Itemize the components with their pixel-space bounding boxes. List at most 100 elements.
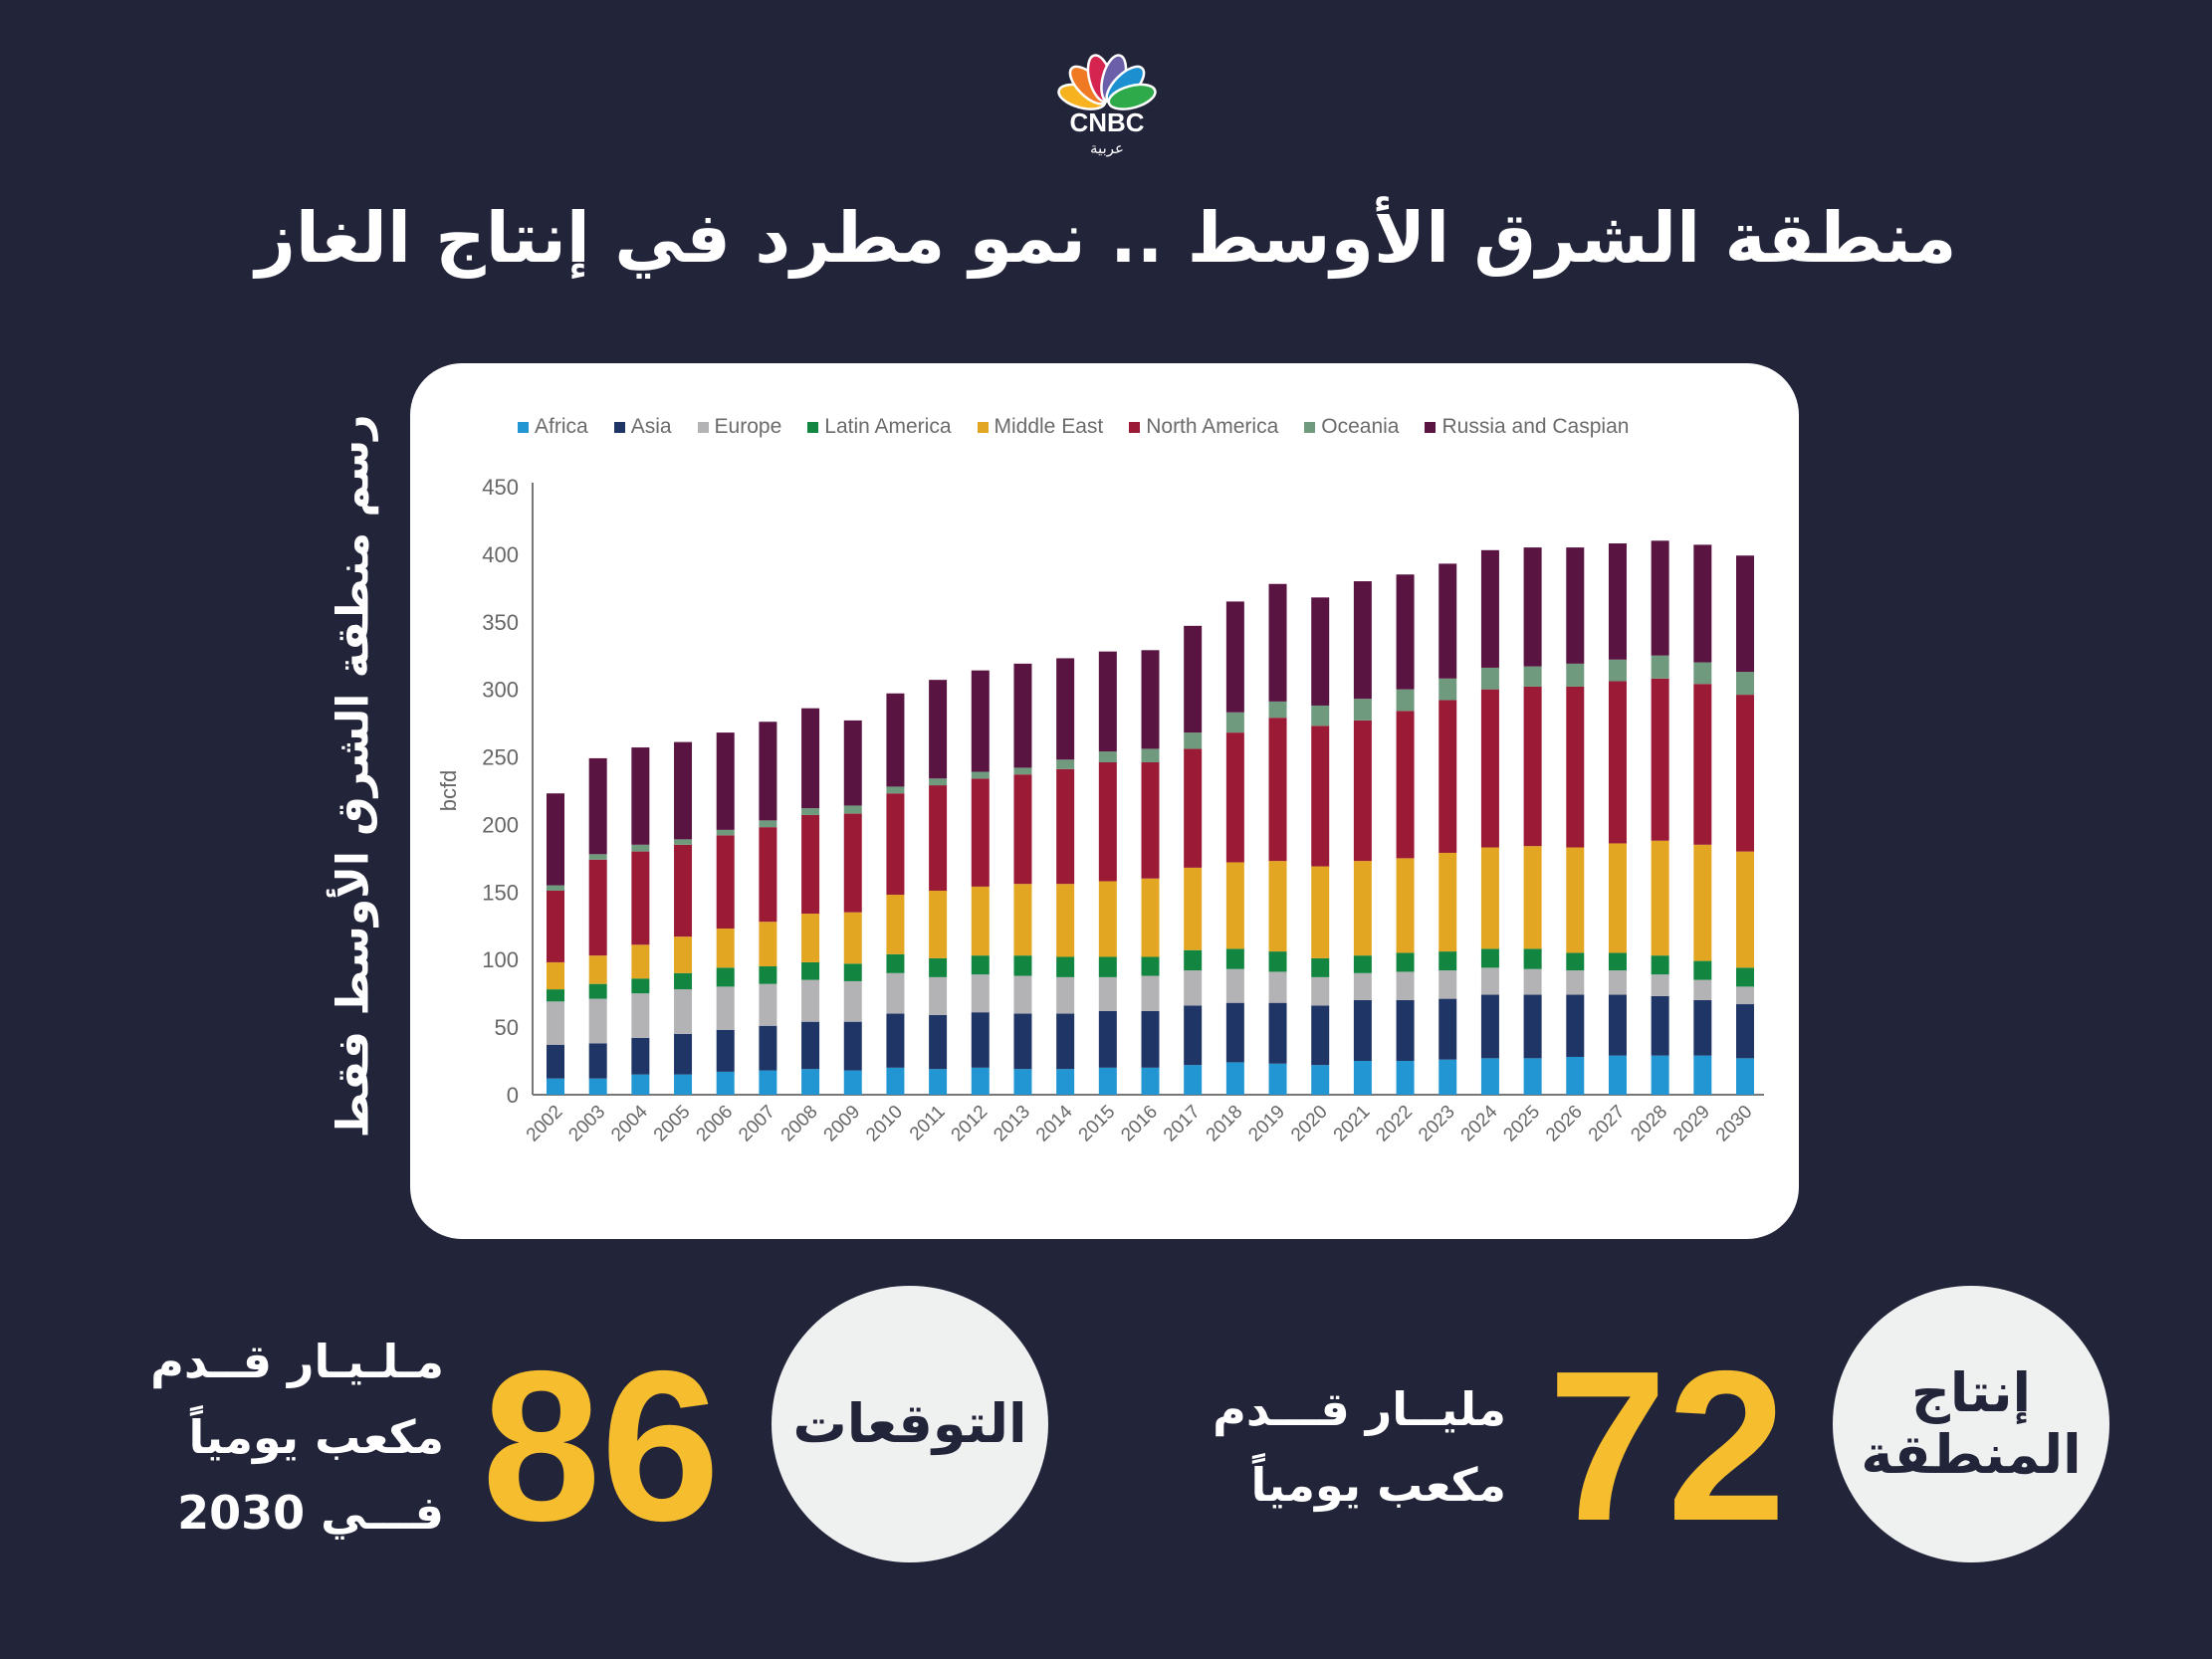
bar-segment-europe — [674, 989, 693, 1034]
bar-segment-latin-america — [1225, 948, 1244, 969]
y-tick-label: 100 — [482, 947, 519, 972]
x-tick-label: 2029 — [1669, 1102, 1714, 1146]
bar-segment-oceania — [1311, 705, 1330, 726]
bar-segment-asia — [547, 1044, 564, 1079]
bar-segment-latin-america — [759, 966, 777, 984]
bar-segment-russia-and-caspian — [1141, 650, 1160, 749]
bar-segment-latin-america — [547, 989, 564, 1002]
bar-segment-russia-and-caspian — [674, 741, 693, 840]
bar-segment-russia-and-caspian — [1353, 581, 1372, 700]
bar-segment-oceania — [1736, 672, 1754, 696]
bar-segment-europe — [886, 972, 905, 1014]
forecast-unit-3: فـــي 2030 — [177, 1486, 444, 1540]
bar-segment-russia-and-caspian — [1566, 547, 1585, 664]
bar-segment-russia-and-caspian — [759, 722, 777, 821]
x-tick-label: 2005 — [650, 1102, 695, 1146]
forecast-unit-1: مـلـيـار قــدم — [150, 1335, 444, 1388]
bar-segment-oceania — [588, 854, 607, 860]
y-tick-label: 50 — [495, 1015, 519, 1040]
bar-segment-oceania — [1184, 732, 1203, 749]
bar-segment-oceania — [1523, 666, 1542, 687]
x-tick-label: 2004 — [607, 1101, 652, 1145]
bar-segment-oceania — [1013, 767, 1032, 775]
bar-segment-oceania — [674, 839, 693, 845]
bar-segment-oceania — [843, 805, 862, 814]
bar-segment-africa — [759, 1070, 777, 1095]
bar-segment-latin-america — [631, 978, 650, 994]
legend-label: Oceania — [1321, 415, 1400, 438]
bar-segment-north-america — [971, 778, 990, 887]
bar-segment-russia-and-caspian — [1225, 601, 1244, 713]
bar-segment-latin-america — [1396, 952, 1415, 972]
bar-segment-oceania — [547, 885, 564, 891]
bar-segment-asia — [1268, 1002, 1287, 1064]
logo-subtext: عربية — [1090, 139, 1124, 157]
x-tick-label: 2018 — [1203, 1102, 1247, 1146]
x-tick-label: 2023 — [1415, 1102, 1459, 1146]
bar-segment-latin-america — [1056, 956, 1075, 977]
bar-segment-north-america — [801, 814, 820, 915]
bar-segment-latin-america — [1438, 951, 1457, 971]
legend-item: North America — [1129, 415, 1278, 439]
bar-segment-middle-east — [929, 890, 948, 958]
bar-segment-latin-america — [1608, 952, 1627, 971]
bar-segment-middle-east — [1523, 846, 1542, 949]
bar-segment-europe — [1268, 971, 1287, 1003]
bar-segment-russia-and-caspian — [1693, 544, 1712, 663]
legend-item: Asia — [613, 415, 672, 439]
bar-segment-africa — [1438, 1059, 1457, 1095]
bar-segment-oceania — [1480, 667, 1499, 690]
bar-segment-oceania — [886, 786, 905, 794]
bar-segment-russia-and-caspian — [1184, 625, 1203, 733]
bar-segment-latin-america — [674, 972, 693, 990]
bar-segment-africa — [1225, 1062, 1244, 1095]
bar-segment-europe — [1225, 968, 1244, 1003]
bar-segment-asia — [1353, 999, 1372, 1062]
bar-segment-asia — [1480, 994, 1499, 1059]
bar-segment-middle-east — [588, 955, 607, 984]
bar-segment-north-america — [759, 827, 777, 923]
bar-segment-latin-america — [971, 955, 990, 975]
legend-label: Africa — [535, 415, 588, 438]
bar-segment-europe — [929, 976, 948, 1015]
bar-segment-middle-east — [716, 928, 735, 968]
bar-segment-europe — [1566, 970, 1585, 995]
bar-segment-africa — [1651, 1055, 1669, 1095]
x-tick-label: 2024 — [1457, 1101, 1502, 1145]
bar-segment-north-america — [1651, 678, 1669, 841]
bar-segment-middle-east — [1608, 843, 1627, 953]
bar-segment-europe — [1736, 986, 1754, 1005]
bar-segment-russia-and-caspian — [1736, 555, 1754, 673]
bar-segment-north-america — [1353, 720, 1372, 862]
bar-segment-north-america — [1013, 774, 1032, 885]
legend-swatch — [1129, 421, 1141, 433]
bar-segment-latin-america — [1566, 952, 1585, 971]
bar-segment-oceania — [1438, 678, 1457, 701]
legend-label: Middle East — [994, 415, 1104, 438]
bar-segment-latin-america — [1013, 955, 1032, 976]
bar-segment-latin-america — [1141, 956, 1160, 976]
bar-segment-oceania — [971, 771, 990, 779]
legend-item: Russia and Caspian — [1425, 415, 1629, 439]
bar-segment-middle-east — [1056, 884, 1075, 957]
x-tick-label: 2028 — [1627, 1102, 1671, 1146]
bar-segment-africa — [547, 1078, 564, 1095]
bar-segment-latin-america — [588, 983, 607, 999]
y-tick-label: 350 — [482, 610, 519, 635]
bar-segment-europe — [1141, 975, 1160, 1011]
bar-segment-africa — [1056, 1069, 1075, 1095]
bar-segment-latin-america — [1311, 957, 1330, 977]
bar-segment-north-america — [547, 890, 564, 962]
production-circle: إنتاج المنطقة — [1833, 1286, 2109, 1562]
x-tick-label: 2021 — [1330, 1102, 1375, 1146]
bar-segment-oceania — [1608, 659, 1627, 682]
bar-segment-asia — [631, 1037, 650, 1075]
legend-label: Latin America — [824, 415, 952, 438]
feather-icon — [1107, 83, 1157, 110]
bar-segment-north-america — [1056, 768, 1075, 885]
bar-segment-africa — [1523, 1058, 1542, 1095]
bar-segment-middle-east — [1225, 862, 1244, 949]
bar-segment-asia — [674, 1033, 693, 1075]
bar-segment-north-america — [1184, 748, 1203, 868]
bar-segment-asia — [1736, 1004, 1754, 1059]
